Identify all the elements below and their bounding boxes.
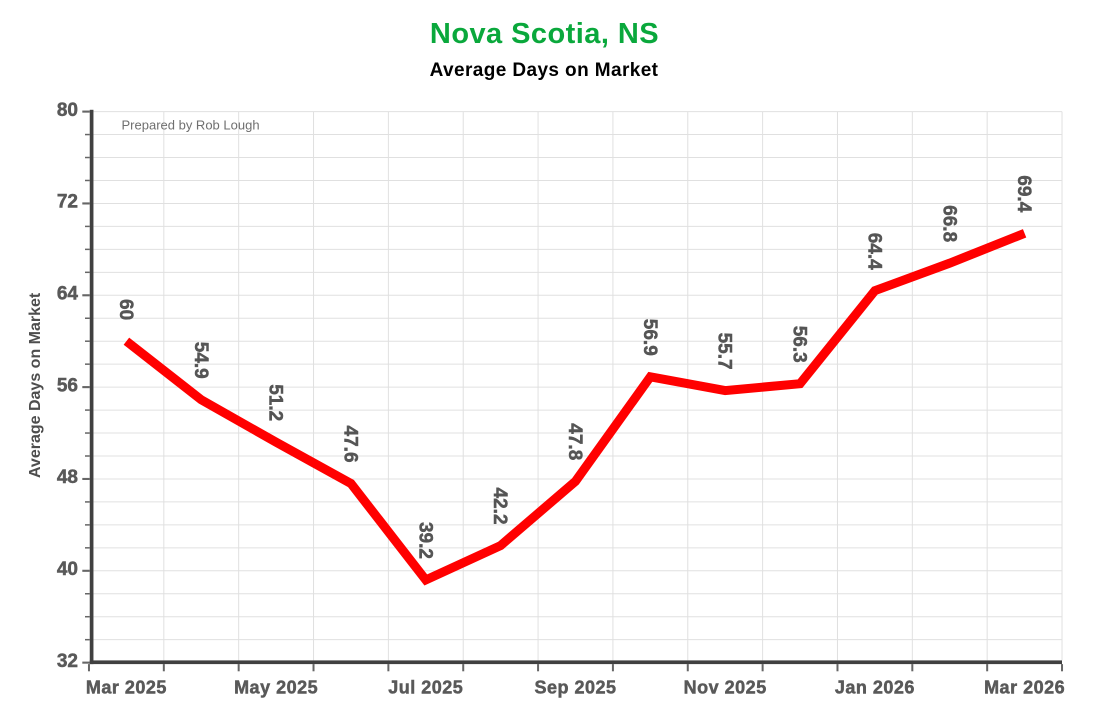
svg-text:64.4: 64.4 bbox=[863, 233, 884, 270]
svg-text:56.9: 56.9 bbox=[639, 319, 660, 356]
svg-text:72: 72 bbox=[57, 192, 78, 213]
svg-text:May 2025: May 2025 bbox=[234, 677, 318, 697]
svg-text:Average Days on Market: Average Days on Market bbox=[27, 292, 44, 478]
svg-text:Jul 2025: Jul 2025 bbox=[388, 677, 463, 697]
svg-text:48: 48 bbox=[57, 467, 78, 488]
svg-text:66.8: 66.8 bbox=[938, 205, 959, 242]
svg-text:47.8: 47.8 bbox=[564, 423, 585, 460]
svg-text:42.2: 42.2 bbox=[489, 488, 510, 525]
svg-text:Average Days on Market: Average Days on Market bbox=[430, 60, 659, 81]
svg-text:56: 56 bbox=[57, 375, 78, 396]
svg-text:54.9: 54.9 bbox=[190, 342, 211, 379]
svg-text:69.4: 69.4 bbox=[1013, 175, 1034, 212]
svg-text:Prepared by Rob Lough: Prepared by Rob Lough bbox=[122, 118, 260, 133]
svg-text:39.2: 39.2 bbox=[414, 522, 435, 559]
svg-text:Nov 2025: Nov 2025 bbox=[684, 677, 767, 697]
svg-text:51.2: 51.2 bbox=[265, 384, 286, 421]
svg-text:32: 32 bbox=[57, 651, 78, 672]
svg-text:47.6: 47.6 bbox=[339, 426, 360, 463]
svg-text:Sep 2025: Sep 2025 bbox=[534, 677, 616, 697]
svg-text:Jan 2026: Jan 2026 bbox=[835, 677, 915, 697]
svg-text:80: 80 bbox=[57, 100, 78, 121]
svg-text:60: 60 bbox=[115, 299, 136, 320]
svg-text:55.7: 55.7 bbox=[714, 333, 735, 370]
svg-text:Mar 2025: Mar 2025 bbox=[86, 677, 167, 697]
svg-text:40: 40 bbox=[57, 559, 78, 580]
svg-text:Nova Scotia, NS: Nova Scotia, NS bbox=[430, 18, 659, 50]
svg-text:Mar 2026: Mar 2026 bbox=[984, 677, 1065, 697]
svg-text:56.3: 56.3 bbox=[789, 326, 810, 363]
svg-text:64: 64 bbox=[57, 283, 79, 304]
